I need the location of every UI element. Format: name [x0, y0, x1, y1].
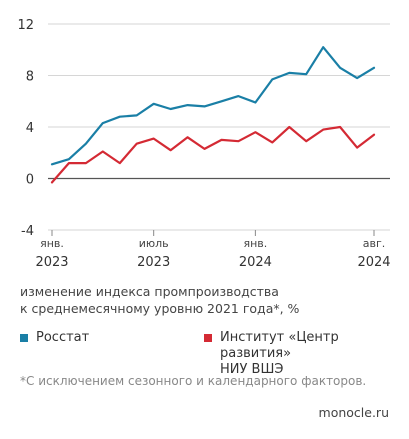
x-tick-label-year: 2024: [357, 255, 390, 270]
series-line-hse: [50, 125, 376, 184]
legend-label-rosstat: Росстат: [36, 330, 90, 345]
legend-item-hse: Институт «Центр развития» НИУ ВШЭ: [204, 330, 409, 378]
x-tick-label-year: 2024: [239, 255, 272, 270]
footnote: *С исключением сезонного и календарного …: [20, 374, 367, 388]
y-tick-label: 0: [26, 173, 34, 188]
x-tick-label-year: 2023: [137, 255, 170, 270]
series-line-rosstat: [50, 46, 376, 166]
y-tick-label: 8: [26, 70, 34, 85]
x-tick-label-month: янв.: [243, 237, 267, 250]
legend-label-hse-line-1: Институт «Центр развития»: [220, 330, 339, 361]
legend-swatch-hse: [204, 334, 212, 342]
caption-line-1: изменение индекса промпроизводства: [20, 284, 279, 299]
x-tick-label-year: 2023: [35, 255, 68, 270]
legend-swatch-rosstat: [20, 334, 28, 342]
series-lines: [50, 46, 376, 184]
x-axis-ticks: янв. 2023 июль 2023 янв. 2024 авг. 2024: [35, 230, 391, 270]
gridlines: [48, 23, 390, 231]
caption-line-2: к среднемесячному уровню 2021 года*, %: [20, 301, 300, 316]
brand-label: monocle.ru: [318, 405, 389, 420]
y-axis-caption: изменение индекса промпроизводства к сре…: [20, 283, 320, 317]
y-tick-label: 4: [26, 121, 34, 136]
chart: 12 8 4 0 -4 янв. 2023 июль 2023 янв. 2024 авг. 2024: [17, 18, 391, 270]
legend-item-rosstat: Росстат: [20, 330, 89, 346]
x-tick-label-month: янв.: [40, 237, 64, 250]
x-tick-label-month: июль: [139, 237, 169, 250]
y-axis-ticks: 12 8 4 0 -4: [17, 18, 34, 239]
legend-label-hse-line-2: НИУ ВШЭ: [220, 362, 284, 377]
x-tick-label-month: авг.: [363, 237, 386, 250]
y-tick-label: -4: [21, 224, 34, 239]
y-tick-label: 12: [17, 18, 34, 33]
